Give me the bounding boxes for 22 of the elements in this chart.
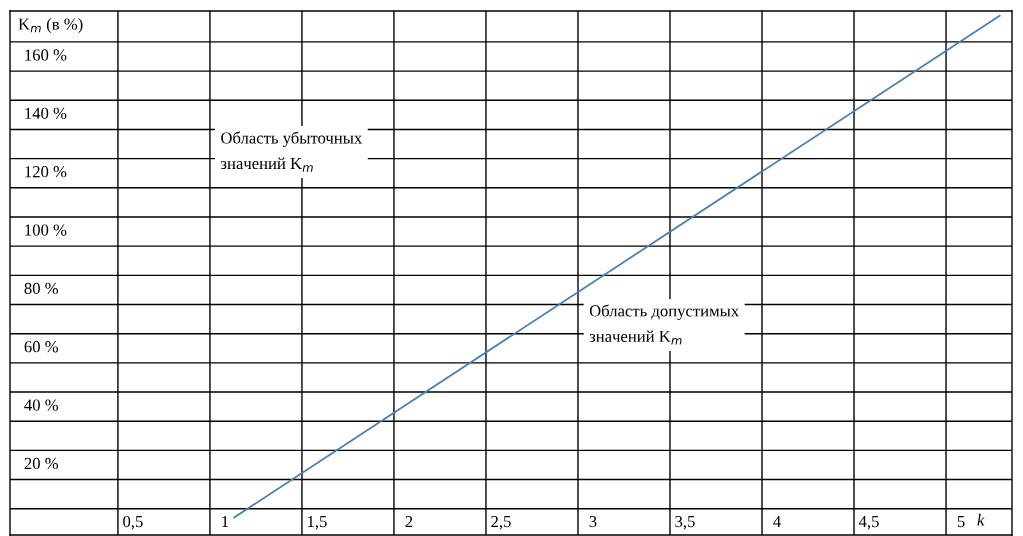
y-tick-label: 60 % — [24, 341, 59, 353]
x-tick-label: 4,5 — [858, 516, 879, 530]
x-tick-label: 0,5 — [123, 515, 143, 530]
annotation: Область убыточных значений K$_{m}$ — [220, 131, 363, 172]
y-tick-label: 120 % — [25, 166, 67, 178]
x-tick-label: 2,5 — [491, 515, 511, 530]
x-tick-label: 1,5 — [308, 516, 327, 530]
x-tick-label: 1 — [222, 516, 229, 528]
y-tick-label: 140 % — [25, 107, 67, 119]
y-tick-label: 80 % — [24, 282, 59, 295]
x-tick-label: 3 — [589, 515, 597, 528]
x-tick-label: 2 — [405, 515, 413, 528]
y-tick-label: 100 % — [25, 224, 67, 236]
y-tick-label: 160 % — [25, 49, 67, 61]
annotation: Область допустимых значений K$_{m}$ — [589, 304, 739, 345]
y-axis-title: K$_{m}$ (в %) — [18, 18, 83, 34]
x-tick-label: 3,5 — [675, 515, 695, 530]
y-tick-label: 20 % — [24, 457, 59, 470]
y-tick-label: 40 % — [24, 399, 59, 411]
x-tick-label: 4 — [773, 516, 781, 528]
x-tick-label: 5 — [957, 516, 965, 528]
x-axis-title: k — [977, 513, 985, 526]
